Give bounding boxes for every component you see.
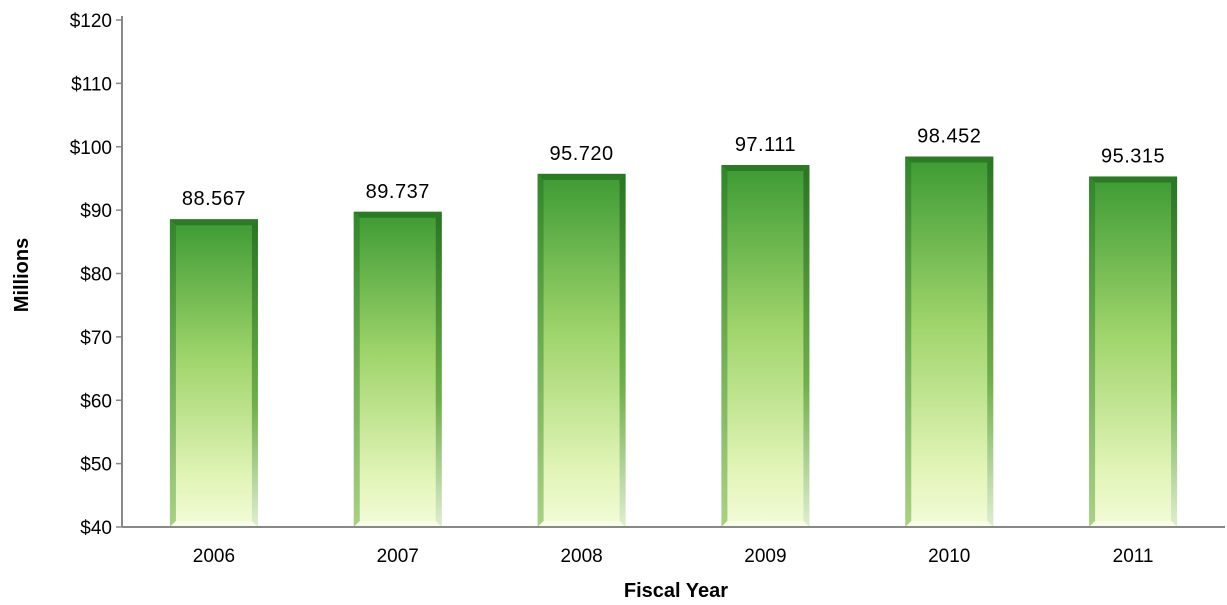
- bar-bevel-left: [537, 173, 544, 527]
- bar-2011: [1089, 176, 1178, 527]
- y-tick-label: $40: [80, 518, 112, 539]
- bar-value-label: 88.567: [182, 188, 246, 210]
- y-tick-label: $60: [80, 391, 112, 412]
- y-tick-label: $110: [71, 74, 112, 95]
- bar-bevel-top: [1089, 176, 1178, 183]
- bar-body: [721, 165, 810, 528]
- bar-bevel-left: [169, 219, 176, 527]
- bar-bevel-top: [721, 165, 810, 172]
- x-tick-label: 2011: [1113, 546, 1154, 567]
- bar-value-label: 98.452: [917, 126, 981, 148]
- bar-2010: [905, 156, 994, 527]
- bar-bevel-right: [1171, 176, 1178, 527]
- bar-2008: [537, 173, 626, 527]
- bar-bevel-top: [905, 156, 994, 163]
- bar-2006: [169, 219, 258, 527]
- bar-body: [537, 173, 626, 527]
- bar-bevel-right: [435, 211, 442, 528]
- bar-value-label: 97.111: [735, 134, 796, 156]
- bar-value-label: 89.737: [366, 181, 430, 203]
- bar-bevel-left: [353, 211, 360, 528]
- bar-bevel-bottom: [905, 521, 994, 527]
- y-axis-ticks: $40 $50 $60 $70 $80 $90 $100 $110 $120: [70, 11, 122, 539]
- x-tick-label: 2006: [193, 546, 235, 567]
- bars: 88.567 89.737 95.720 97.111 98.452 95.315: [169, 126, 1178, 528]
- bar-bevel-top: [353, 211, 442, 218]
- bar-body: [169, 219, 258, 527]
- bar-value-label: 95.720: [549, 143, 613, 165]
- x-tick-label: 2009: [744, 546, 786, 567]
- bar-bevel-bottom: [1089, 521, 1178, 527]
- bar-bevel-left: [721, 165, 728, 528]
- bar-body: [353, 211, 442, 528]
- bar-bevel-right: [619, 173, 626, 527]
- bar-value-label: 95.315: [1101, 145, 1165, 167]
- bar-body: [1089, 176, 1178, 527]
- bar-bevel-top: [537, 173, 626, 180]
- x-tick-label: 2007: [377, 546, 419, 567]
- y-tick-label: $70: [80, 328, 112, 349]
- bar-bevel-right: [803, 165, 810, 528]
- bar-bevel-right: [251, 219, 258, 527]
- bar-bevel-top: [169, 219, 258, 226]
- bar-bevel-left: [905, 156, 912, 527]
- x-tick-label: 2010: [928, 546, 970, 567]
- y-tick-label: $90: [80, 201, 112, 222]
- y-axis-title: Millions: [11, 238, 33, 312]
- x-axis-title: Fiscal Year: [624, 580, 728, 602]
- bar-body: [905, 156, 994, 527]
- y-tick-label: $100: [70, 138, 112, 159]
- x-tick-label: 2008: [560, 546, 602, 567]
- bar-bevel-bottom: [353, 521, 442, 527]
- bar-bevel-right: [987, 156, 994, 527]
- y-tick-label: $120: [70, 11, 112, 32]
- bar-2009: [721, 165, 810, 528]
- x-axis-ticks: 2006 2007 2008 2009 2010 2011: [193, 546, 1154, 567]
- bar-bevel-left: [1089, 176, 1096, 527]
- bar-bevel-bottom: [721, 521, 810, 527]
- bar-2007: [353, 211, 442, 528]
- y-tick-label: $50: [80, 455, 112, 476]
- bar-bevel-bottom: [169, 521, 258, 527]
- y-tick-label: $80: [80, 265, 112, 286]
- bar-bevel-bottom: [537, 521, 626, 527]
